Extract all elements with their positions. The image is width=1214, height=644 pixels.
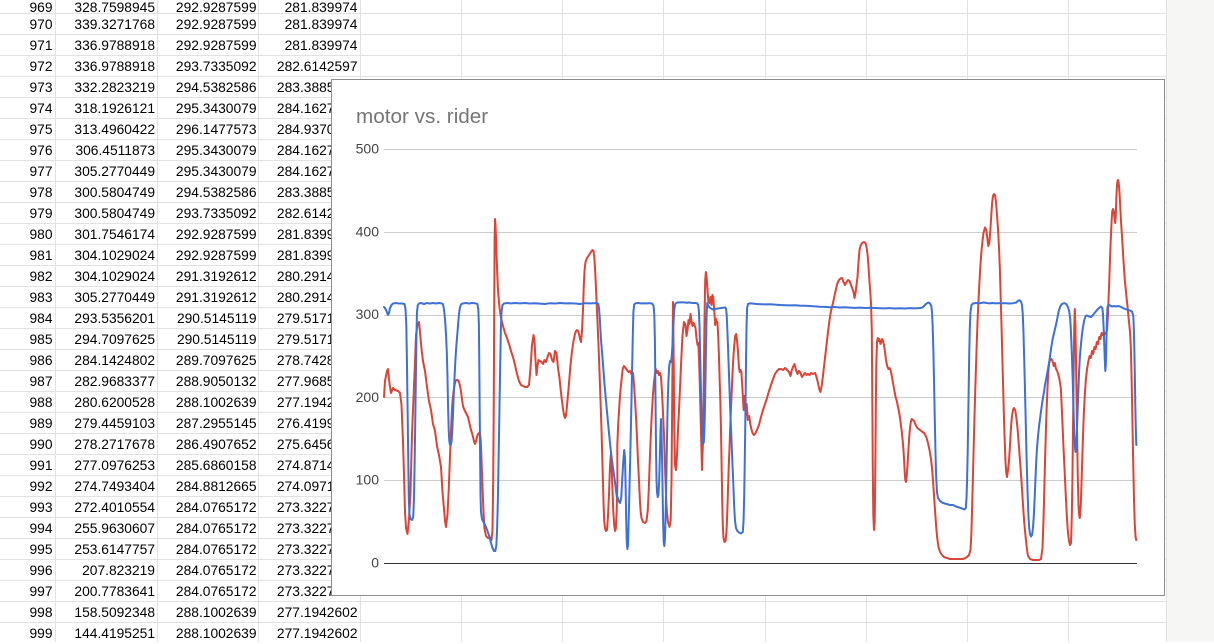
svg-text:100: 100 [356, 472, 380, 488]
svg-text:400: 400 [356, 224, 380, 240]
svg-text:200: 200 [356, 389, 380, 405]
svg-text:500: 500 [356, 141, 380, 157]
svg-text:300: 300 [356, 306, 380, 322]
svg-text:0: 0 [371, 555, 379, 571]
svg-text:motor vs. rider: motor vs. rider [356, 105, 488, 128]
